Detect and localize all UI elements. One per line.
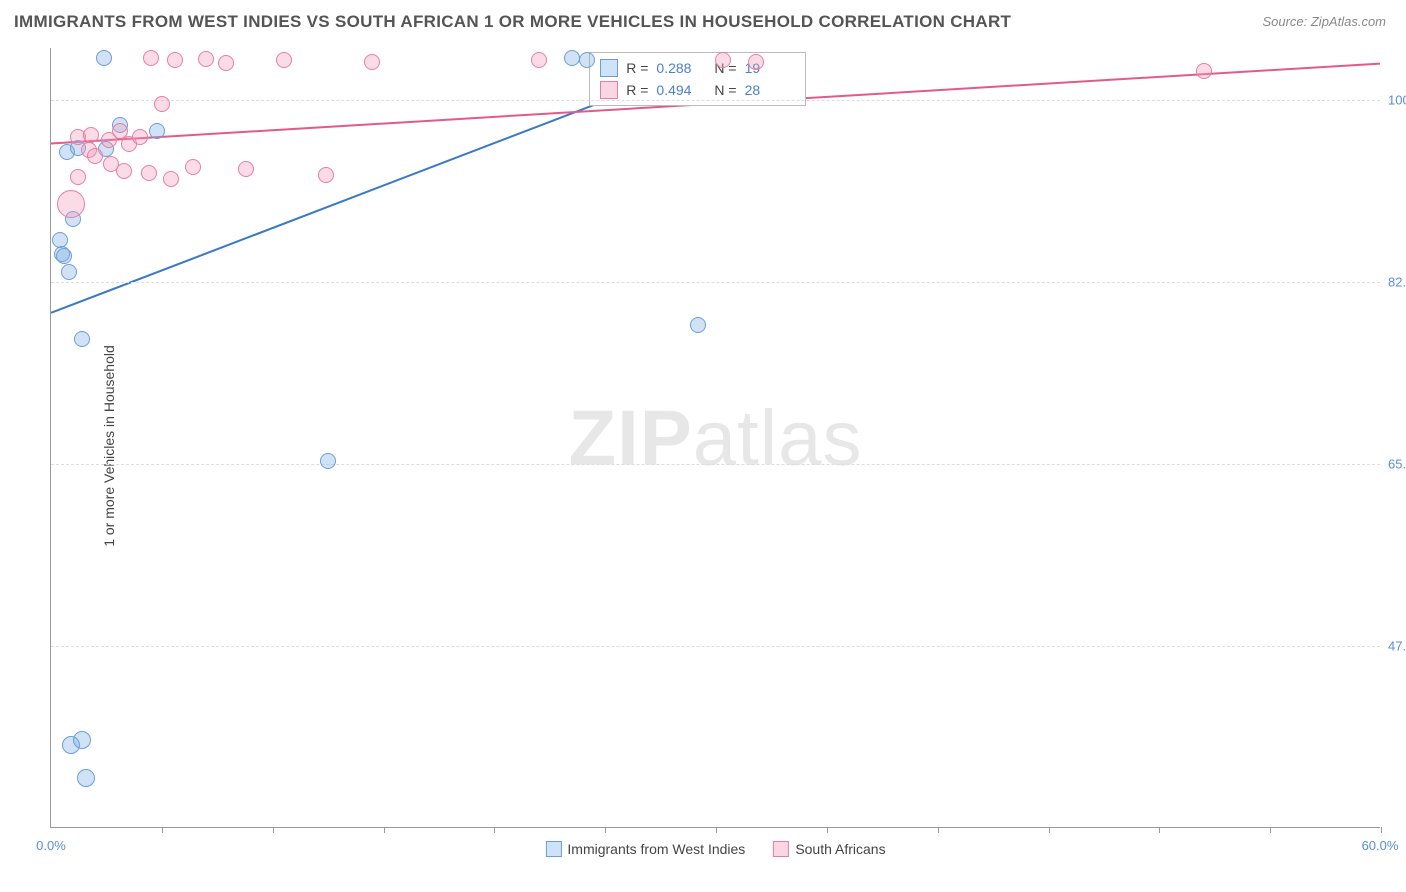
- scatter-point: [132, 129, 148, 145]
- scatter-point: [163, 171, 179, 187]
- scatter-point: [320, 453, 336, 469]
- gridline: [51, 646, 1380, 647]
- x-tick: [1381, 827, 1382, 833]
- scatter-point: [185, 159, 201, 175]
- watermark-rest: atlas: [693, 393, 863, 481]
- x-axis-end-label: 60.0%: [1362, 838, 1399, 853]
- scatter-point: [141, 165, 157, 181]
- legend-label: South Africans: [795, 841, 885, 857]
- r-value: 0.494: [656, 82, 706, 98]
- n-value: 28: [745, 82, 795, 98]
- scatter-point: [364, 54, 380, 70]
- scatter-point: [116, 163, 132, 179]
- scatter-point: [83, 127, 99, 143]
- scatter-point: [198, 51, 214, 67]
- legend-swatch: [600, 59, 618, 77]
- r-label: R =: [626, 82, 648, 98]
- y-tick-label: 82.5%: [1382, 275, 1406, 290]
- scatter-point: [143, 50, 159, 66]
- source-attribution: Source: ZipAtlas.com: [1262, 14, 1386, 29]
- scatter-point: [70, 169, 86, 185]
- plot-area: ZIPatlas R =0.288N =19R =0.494N =28 0.0%…: [50, 48, 1380, 828]
- y-tick-label: 100.0%: [1382, 93, 1406, 108]
- x-tick: [605, 827, 606, 833]
- scatter-point: [154, 96, 170, 112]
- legend-stats-row: R = 0.494 N = 28: [590, 79, 804, 101]
- legend-stats-box: R =0.288N =19R =0.494N =28: [589, 52, 805, 106]
- scatter-point: [748, 54, 764, 70]
- scatter-point: [218, 55, 234, 71]
- n-label: N =: [714, 82, 736, 98]
- scatter-point: [73, 731, 91, 749]
- scatter-point: [56, 248, 72, 264]
- watermark-bold: ZIP: [568, 393, 692, 481]
- y-tick-label: 47.5%: [1382, 639, 1406, 654]
- r-label: R =: [626, 60, 648, 76]
- x-tick: [1049, 827, 1050, 833]
- scatter-point: [57, 190, 85, 218]
- scatter-point: [167, 52, 183, 68]
- scatter-point: [74, 331, 90, 347]
- scatter-point: [149, 123, 165, 139]
- x-axis-start-label: 0.0%: [36, 838, 66, 853]
- scatter-point: [564, 50, 580, 66]
- scatter-point: [715, 52, 731, 68]
- x-tick: [827, 827, 828, 833]
- scatter-point: [1196, 63, 1212, 79]
- legend-swatch: [600, 81, 618, 99]
- x-tick: [1159, 827, 1160, 833]
- scatter-point: [579, 52, 595, 68]
- x-tick: [384, 827, 385, 833]
- legend-swatch: [545, 841, 561, 857]
- legend-swatch: [773, 841, 789, 857]
- scatter-point: [318, 167, 334, 183]
- legend-item: South Africans: [773, 841, 885, 857]
- legend-item: Immigrants from West Indies: [545, 841, 745, 857]
- scatter-point: [96, 50, 112, 66]
- r-value: 0.288: [656, 60, 706, 76]
- scatter-point: [690, 317, 706, 333]
- scatter-point: [77, 769, 95, 787]
- x-tick: [938, 827, 939, 833]
- scatter-point: [87, 148, 103, 164]
- x-tick: [162, 827, 163, 833]
- scatter-point: [531, 52, 547, 68]
- x-tick: [1270, 827, 1271, 833]
- scatter-point: [276, 52, 292, 68]
- watermark: ZIPatlas: [568, 392, 862, 483]
- y-tick-label: 65.0%: [1382, 457, 1406, 472]
- legend-label: Immigrants from West Indies: [567, 841, 745, 857]
- legend-stats-row: R =0.288N =19: [590, 57, 804, 79]
- gridline: [51, 282, 1380, 283]
- series-legend: Immigrants from West Indies South African…: [545, 841, 885, 857]
- scatter-point: [238, 161, 254, 177]
- x-tick: [716, 827, 717, 833]
- gridline: [51, 100, 1380, 101]
- gridline: [51, 464, 1380, 465]
- scatter-point: [61, 264, 77, 280]
- x-tick: [494, 827, 495, 833]
- x-tick: [273, 827, 274, 833]
- chart-title: IMMIGRANTS FROM WEST INDIES VS SOUTH AFR…: [14, 12, 1011, 32]
